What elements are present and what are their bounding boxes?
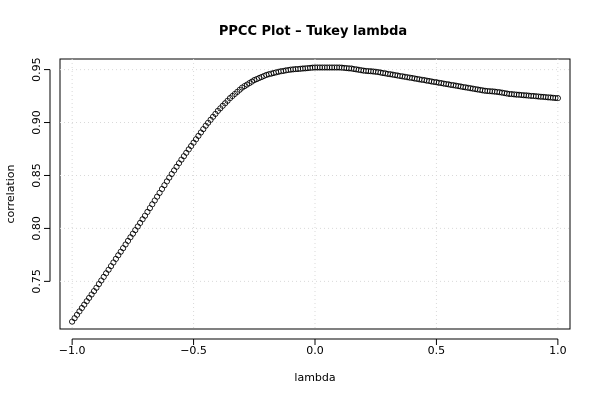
x-tick-label: 0.0	[306, 344, 324, 357]
y-tick-label: 0.95	[30, 57, 43, 82]
data-point	[110, 259, 117, 266]
x-tick-label: 0.5	[428, 344, 446, 357]
data-point	[120, 245, 127, 252]
data-point	[129, 230, 136, 237]
data-point	[163, 178, 170, 185]
data-point	[146, 205, 153, 212]
data-point	[151, 197, 158, 204]
data-point	[137, 219, 144, 226]
data-point	[95, 281, 102, 288]
data-point	[132, 227, 139, 234]
data-point	[175, 160, 182, 167]
data-point	[134, 223, 141, 230]
data-point	[166, 174, 173, 181]
data-point	[158, 186, 165, 193]
data-point	[103, 270, 110, 277]
y-axis-label: correlation	[4, 164, 17, 223]
data-point	[98, 277, 105, 284]
y-tick-label: 0.75	[30, 269, 43, 294]
x-tick-label: −1.0	[59, 344, 86, 357]
x-tick-label: −0.5	[180, 344, 207, 357]
data-point	[154, 193, 161, 200]
data-point	[156, 189, 163, 196]
data-point	[144, 208, 151, 215]
data-point	[100, 273, 107, 280]
x-axis-label: lambda	[294, 371, 335, 384]
data-point	[149, 201, 156, 208]
data-point	[122, 241, 129, 248]
data-point	[141, 212, 148, 219]
data-points	[69, 64, 561, 325]
x-axis: −1.0 −0.5 0.0 0.5 1.0	[59, 338, 567, 357]
x-tick-label: 1.0	[549, 344, 567, 357]
data-point	[117, 248, 124, 255]
data-point	[115, 252, 122, 259]
data-point	[161, 182, 168, 189]
y-tick-label: 0.80	[30, 216, 43, 241]
data-point	[168, 170, 175, 177]
data-point	[554, 95, 561, 102]
y-tick-label: 0.85	[30, 163, 43, 188]
grid	[60, 59, 570, 329]
y-tick-label: 0.90	[30, 110, 43, 135]
data-point	[112, 255, 119, 262]
data-point	[125, 237, 132, 244]
data-point	[139, 216, 146, 223]
y-axis: 0.75 0.80 0.85 0.90 0.95	[30, 57, 51, 294]
data-point	[108, 263, 115, 270]
data-point	[127, 234, 134, 241]
data-point	[171, 167, 178, 174]
chart-title: PPCC Plot – Tukey lambda	[219, 24, 407, 39]
data-point	[552, 94, 559, 101]
data-point	[173, 163, 180, 170]
data-point	[105, 266, 112, 273]
